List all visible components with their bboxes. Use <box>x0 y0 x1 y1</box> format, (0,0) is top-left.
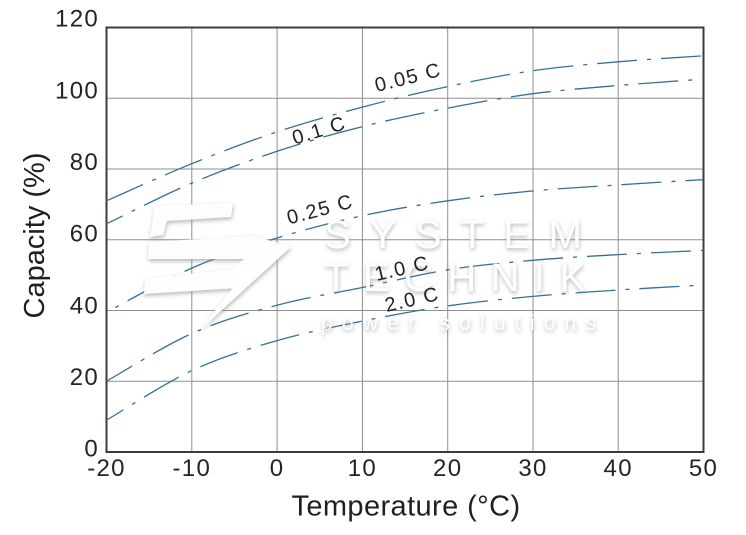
svg-text:40: 40 <box>70 292 99 319</box>
svg-text:0: 0 <box>84 436 99 463</box>
svg-text:-20: -20 <box>87 455 126 482</box>
svg-text:TECHNIK: TECHNIK <box>324 256 586 300</box>
svg-text:50: 50 <box>689 455 718 482</box>
svg-text:20: 20 <box>433 455 462 482</box>
svg-text:80: 80 <box>70 149 99 176</box>
svg-text:100: 100 <box>55 77 99 104</box>
svg-text:30: 30 <box>518 455 547 482</box>
svg-text:-10: -10 <box>173 455 212 482</box>
svg-text:120: 120 <box>55 6 99 33</box>
svg-text:20: 20 <box>70 364 99 391</box>
svg-text:power solutions: power solutions <box>321 312 596 335</box>
svg-text:Capacity (%): Capacity (%) <box>19 153 51 319</box>
svg-text:10: 10 <box>348 455 377 482</box>
svg-text:40: 40 <box>604 455 633 482</box>
svg-text:Temperature (°C): Temperature (°C) <box>291 491 520 523</box>
svg-text:60: 60 <box>70 221 99 248</box>
svg-text:0: 0 <box>270 455 285 482</box>
